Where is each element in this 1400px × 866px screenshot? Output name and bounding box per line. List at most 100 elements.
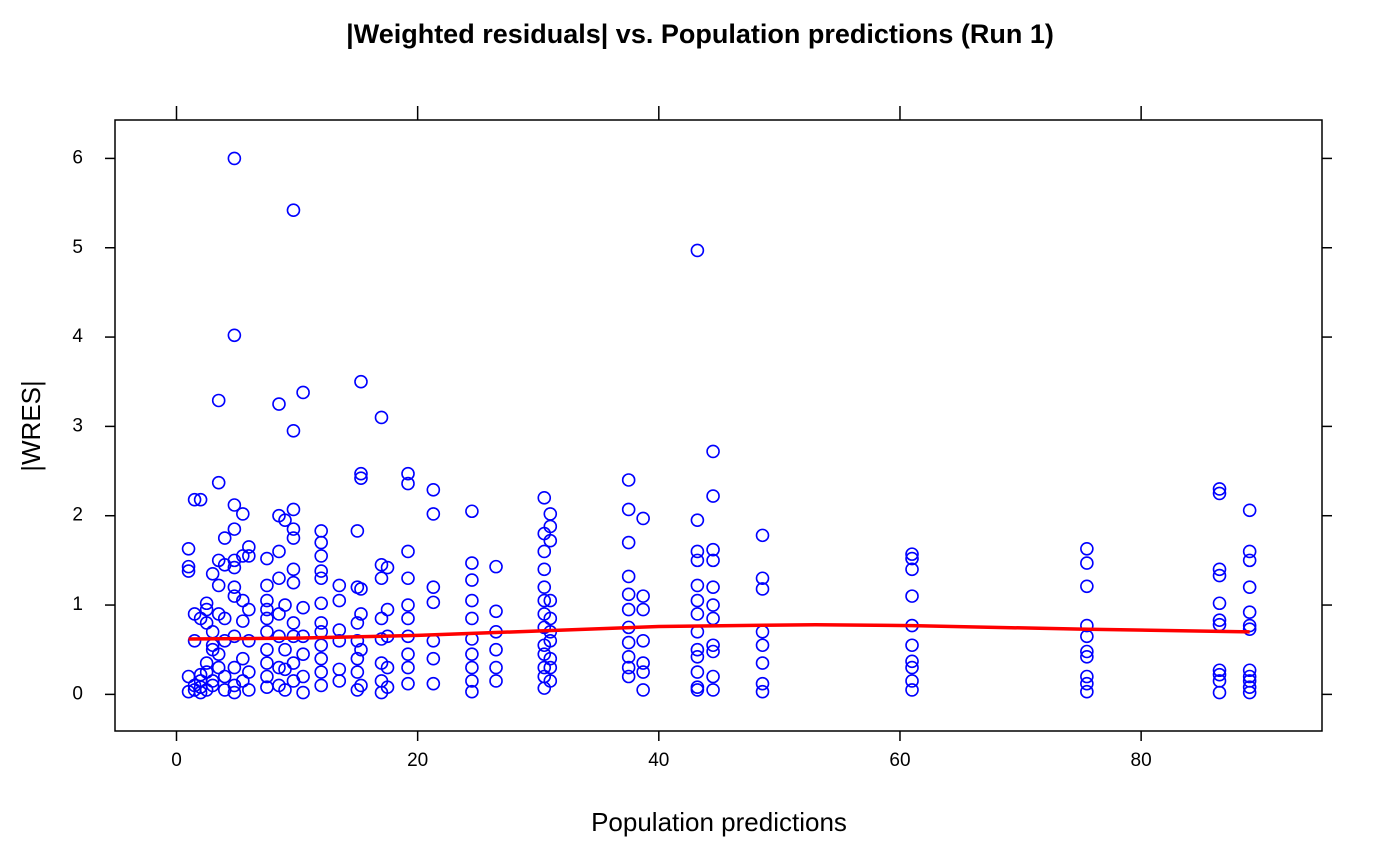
point bbox=[1212, 482, 1227, 496]
point bbox=[350, 616, 365, 630]
x-tick-label: 60 bbox=[889, 750, 910, 771]
point bbox=[621, 650, 636, 664]
point bbox=[755, 528, 770, 543]
point bbox=[332, 578, 347, 593]
point bbox=[706, 489, 720, 503]
point bbox=[211, 578, 226, 593]
point bbox=[260, 602, 274, 617]
point bbox=[227, 522, 242, 536]
point bbox=[401, 571, 415, 586]
point bbox=[537, 580, 552, 594]
point bbox=[905, 638, 919, 653]
point bbox=[690, 607, 705, 621]
point bbox=[193, 492, 208, 507]
y-tick-label: 0 bbox=[72, 683, 83, 704]
x-tick-label: 0 bbox=[171, 750, 182, 771]
point bbox=[211, 660, 226, 675]
point bbox=[489, 642, 503, 657]
point bbox=[543, 519, 558, 534]
point bbox=[314, 616, 328, 630]
point bbox=[465, 573, 479, 587]
point bbox=[465, 674, 479, 688]
point bbox=[314, 638, 328, 653]
point bbox=[1080, 644, 1094, 659]
point bbox=[181, 541, 196, 556]
point bbox=[690, 650, 705, 664]
point bbox=[242, 633, 256, 648]
point bbox=[227, 589, 242, 603]
point bbox=[1242, 685, 1257, 700]
point bbox=[905, 589, 919, 603]
point bbox=[690, 578, 705, 593]
point bbox=[278, 598, 292, 612]
point bbox=[636, 589, 650, 603]
point bbox=[187, 492, 202, 507]
point bbox=[401, 611, 415, 626]
x-tick-label: 80 bbox=[1131, 750, 1152, 771]
point bbox=[543, 651, 558, 666]
point bbox=[374, 410, 389, 425]
point bbox=[205, 674, 220, 688]
point bbox=[401, 476, 415, 491]
point bbox=[690, 683, 705, 697]
y-tick-label: 1 bbox=[72, 594, 83, 615]
point bbox=[706, 444, 720, 459]
point bbox=[286, 502, 301, 517]
point bbox=[537, 544, 552, 559]
point bbox=[706, 580, 720, 594]
point bbox=[296, 600, 310, 615]
point bbox=[636, 656, 650, 670]
point bbox=[537, 491, 552, 505]
point bbox=[314, 651, 328, 666]
point bbox=[260, 551, 274, 566]
point bbox=[296, 647, 310, 661]
point bbox=[242, 549, 256, 563]
y-tick-label: 4 bbox=[72, 326, 83, 347]
point bbox=[905, 547, 919, 561]
point bbox=[236, 614, 250, 628]
x-axis-label: Population predictions bbox=[591, 807, 847, 837]
point bbox=[636, 511, 650, 526]
point bbox=[621, 669, 636, 684]
point bbox=[260, 578, 274, 593]
point bbox=[905, 562, 919, 577]
point bbox=[543, 674, 558, 688]
point bbox=[286, 203, 301, 218]
y-tick-label: 5 bbox=[72, 237, 83, 258]
point bbox=[199, 596, 214, 611]
x-tick-label: 20 bbox=[407, 750, 428, 771]
point bbox=[401, 676, 415, 691]
point bbox=[1212, 562, 1227, 577]
point bbox=[242, 540, 256, 554]
point bbox=[537, 593, 552, 608]
point bbox=[636, 683, 650, 697]
point bbox=[380, 602, 395, 617]
point bbox=[332, 593, 347, 608]
point bbox=[260, 611, 274, 626]
point bbox=[272, 629, 286, 644]
point bbox=[242, 602, 256, 617]
point bbox=[706, 683, 720, 697]
point bbox=[354, 607, 368, 621]
point bbox=[465, 504, 479, 519]
point bbox=[217, 531, 232, 545]
point bbox=[187, 633, 202, 648]
point bbox=[401, 647, 415, 661]
point bbox=[401, 660, 415, 675]
point bbox=[489, 660, 503, 675]
point bbox=[426, 595, 441, 610]
point bbox=[706, 553, 720, 568]
point bbox=[636, 633, 650, 648]
point bbox=[205, 678, 220, 693]
point bbox=[755, 676, 770, 691]
point bbox=[211, 393, 226, 408]
point bbox=[543, 660, 558, 675]
point bbox=[354, 466, 368, 481]
point bbox=[401, 544, 415, 559]
point bbox=[199, 602, 214, 617]
point bbox=[905, 654, 919, 669]
point bbox=[905, 674, 919, 688]
point bbox=[426, 483, 441, 497]
point bbox=[211, 475, 226, 490]
